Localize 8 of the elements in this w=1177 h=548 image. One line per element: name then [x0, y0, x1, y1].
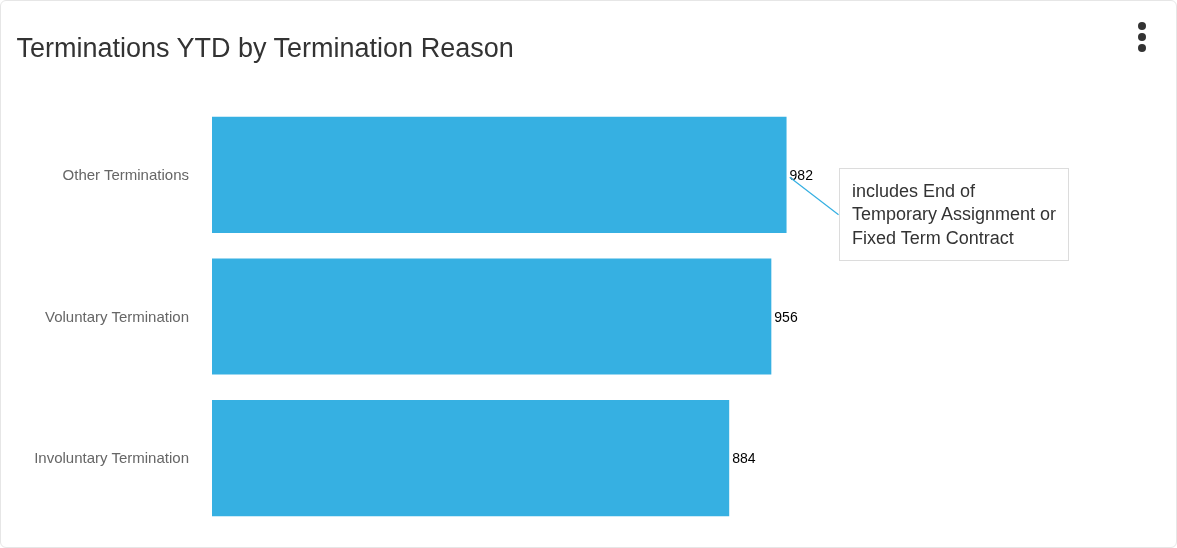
- chart-title: Terminations YTD by Termination Reason: [16, 33, 514, 64]
- annotation: includes End of Temporary Assignment or Fixed Term Contract: [852, 181, 1057, 248]
- data-label: 884: [732, 450, 756, 467]
- data-label: 956: [774, 308, 798, 325]
- y-tick-label: Involuntary Termination: [34, 449, 189, 467]
- y-tick-label: Voluntary Termination: [45, 307, 189, 325]
- y-tick-label: Other Terminations: [62, 166, 189, 184]
- data-label: 982: [789, 166, 814, 183]
